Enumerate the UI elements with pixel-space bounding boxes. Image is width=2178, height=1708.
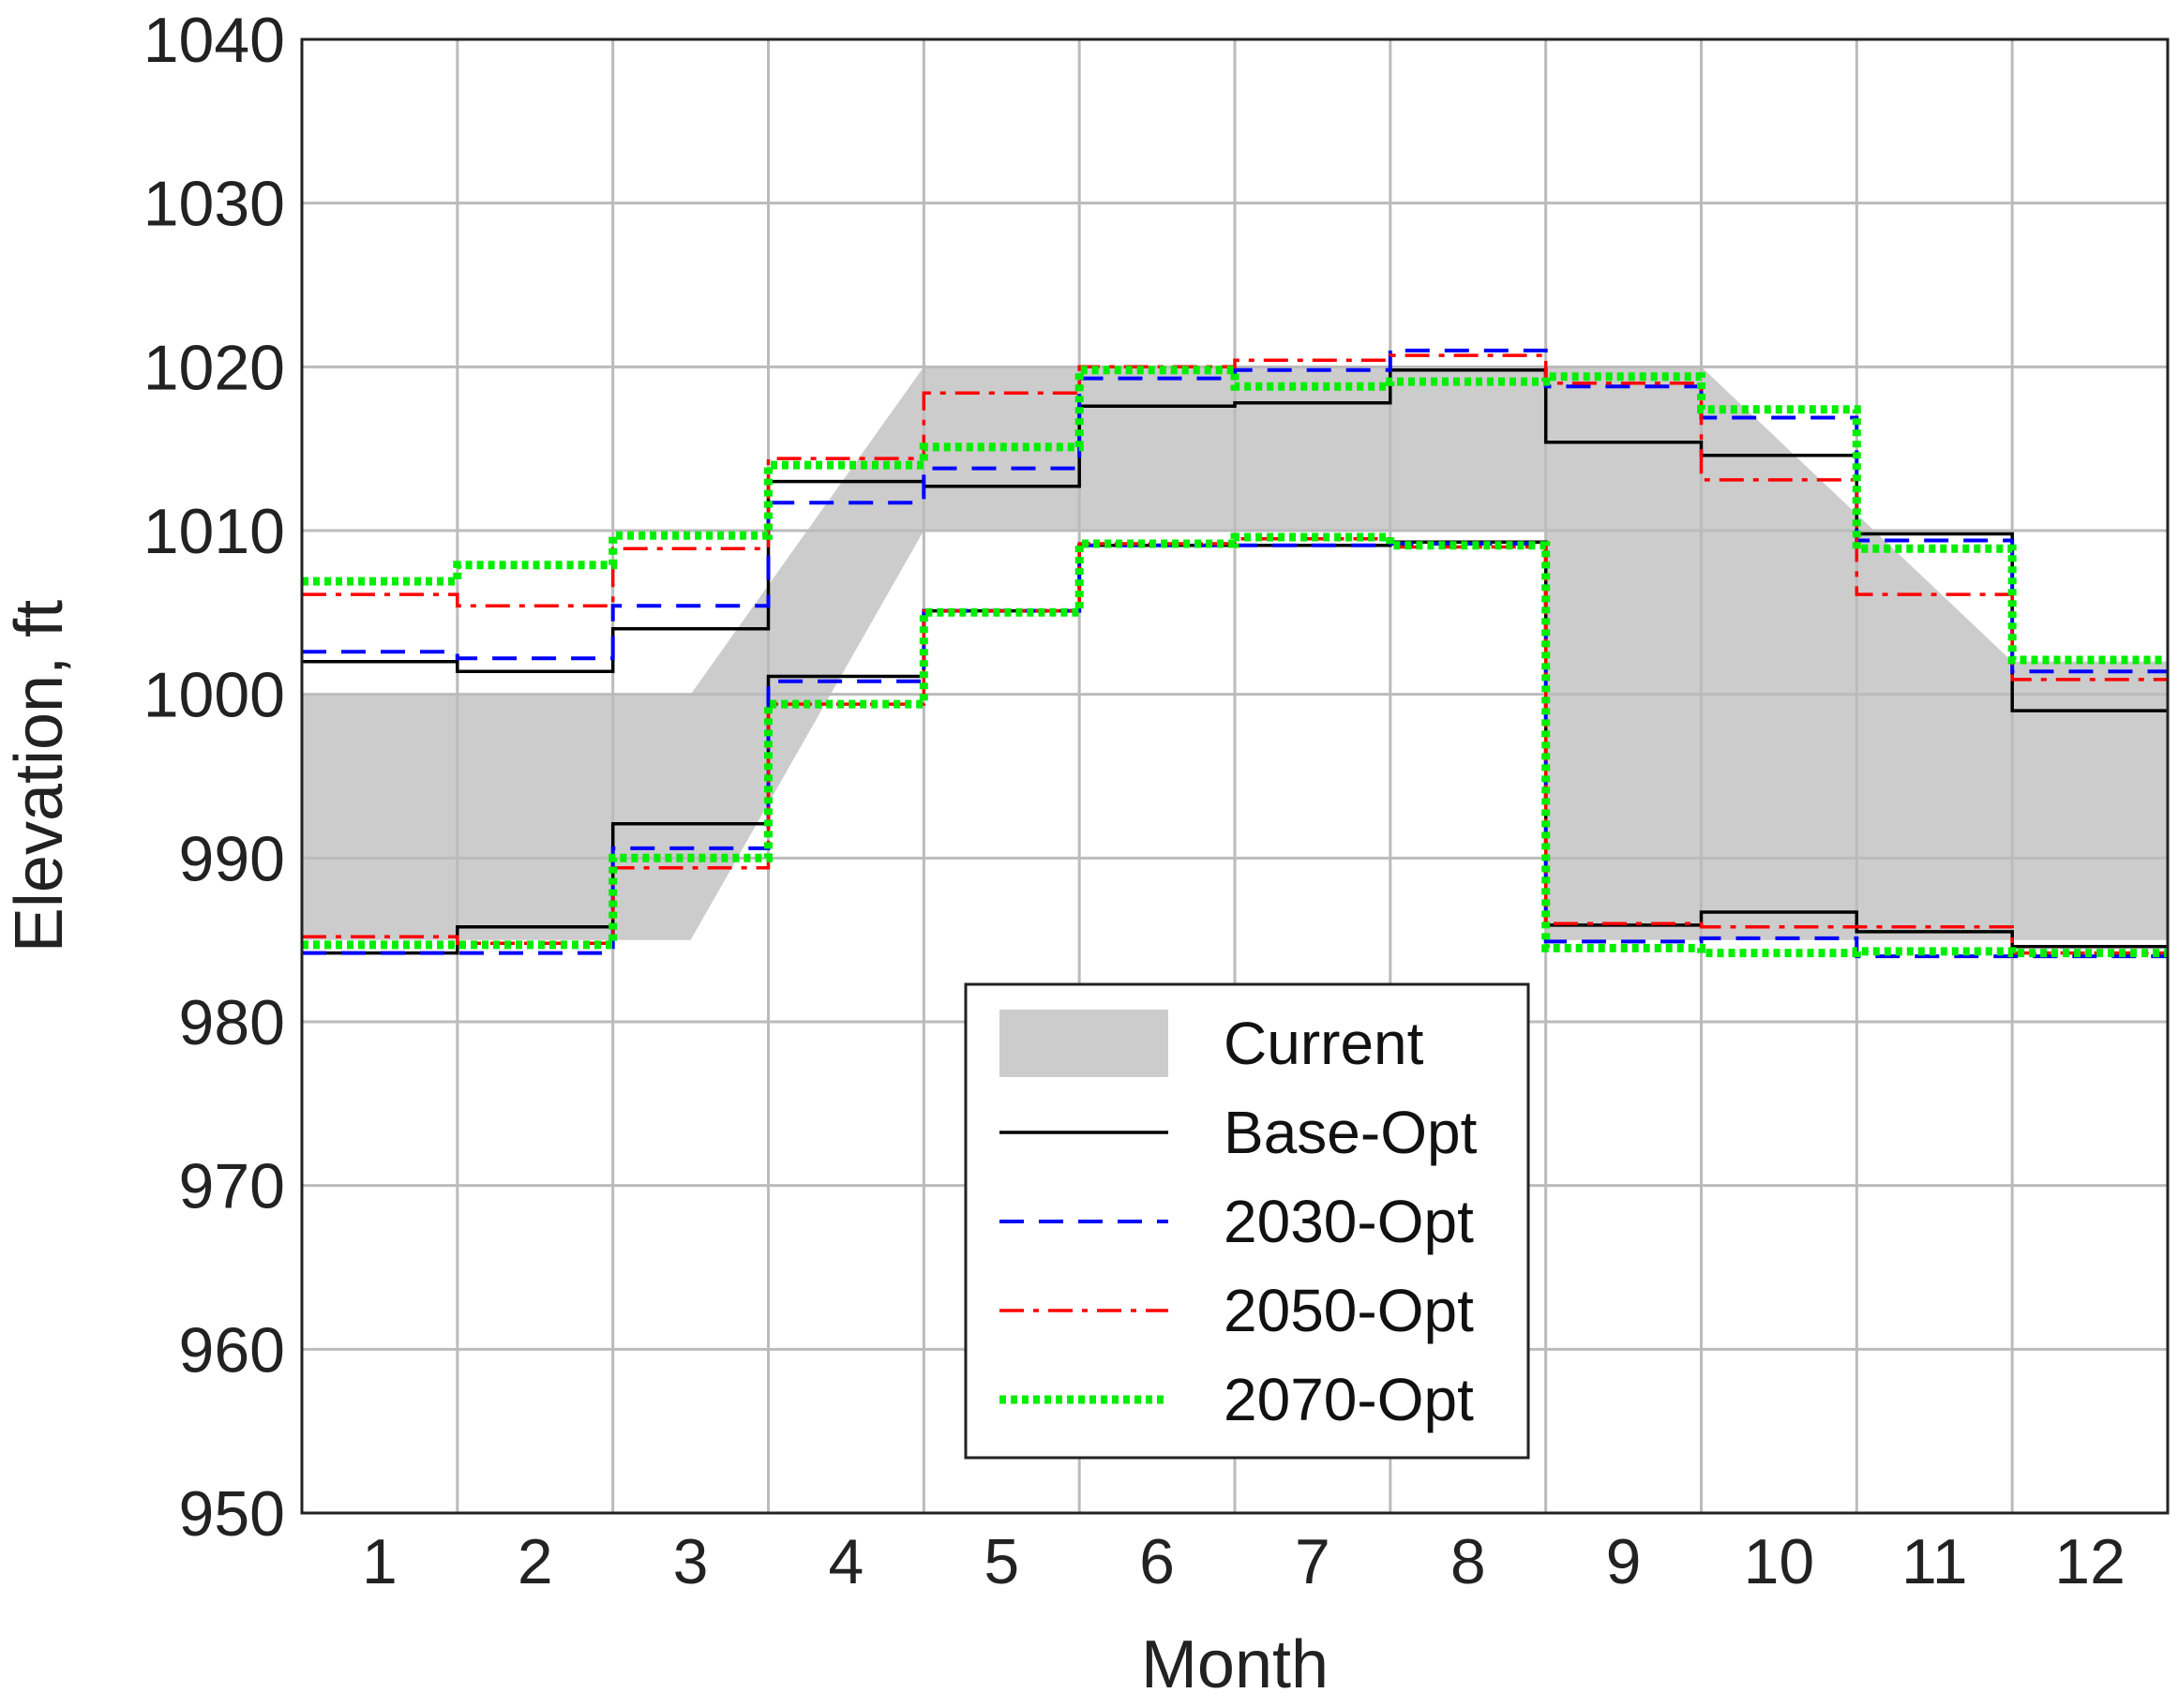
x-tick-label: 12 (2054, 1526, 2125, 1597)
series-line-2070-opt-upper (302, 366, 2168, 665)
x-axis-title: Month (1141, 1627, 1329, 1702)
series-line-2070-opt-lower (302, 532, 2168, 958)
y-tick-label: 1000 (143, 660, 285, 731)
legend-label-2030-opt: 2030-Opt (1224, 1188, 1474, 1255)
y-tick-label: 1020 (143, 332, 285, 403)
x-tick-label: 7 (1295, 1526, 1330, 1597)
plot-frame (300, 37, 2170, 1515)
legend-swatch-current (999, 1010, 1168, 1077)
y-tick-label: 960 (179, 1314, 285, 1386)
x-tick-label: 10 (1744, 1526, 1815, 1597)
legend-label-2070-opt: 2070-Opt (1224, 1366, 1474, 1433)
y-tick-labels: 950 960 970 980 990 1000 1010 1020 1030 1040 (143, 5, 285, 1550)
y-tick-label: 1040 (143, 5, 285, 76)
legend-label-2050-opt: 2050-Opt (1224, 1277, 1474, 1344)
y-tick-label: 970 (179, 1151, 285, 1222)
y-tick-label: 1010 (143, 496, 285, 567)
x-tick-label: 5 (984, 1526, 1019, 1597)
y-tick-label: 980 (179, 987, 285, 1058)
legend: Current Base-Opt 2030-Opt 2050-Opt 2070-… (964, 982, 1530, 1460)
legend-label-current: Current (1224, 1010, 1424, 1077)
y-tick-label: 990 (179, 823, 285, 894)
x-tick-label: 8 (1450, 1526, 1486, 1597)
x-tick-label: 3 (673, 1526, 709, 1597)
x-tick-label: 11 (1901, 1526, 1968, 1597)
x-tick-labels: 1 2 3 4 5 6 7 8 9 10 11 12 (362, 1526, 2125, 1597)
y-tick-label: 1030 (143, 169, 285, 240)
x-tick-label: 6 (1139, 1526, 1175, 1597)
x-tick-label: 1 (362, 1526, 398, 1597)
x-tick-label: 4 (829, 1526, 864, 1597)
x-tick-label: 9 (1606, 1526, 1642, 1597)
y-axis-title: Elevation, ft (2, 600, 77, 952)
legend-label-base-opt: Base-Opt (1224, 1099, 1478, 1166)
y-tick-label: 950 (179, 1478, 285, 1550)
x-tick-label: 2 (518, 1526, 553, 1597)
series-layer (302, 348, 2168, 959)
